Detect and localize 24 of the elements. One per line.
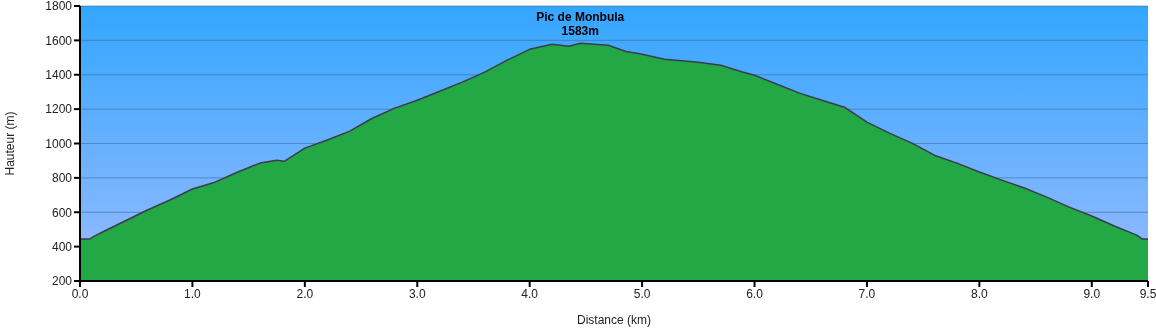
x-tick-label: 4.0 [521,286,539,301]
x-tick-label: 7.0 [858,286,876,301]
x-tick-label: 1.0 [184,286,202,301]
x-tick-label: 2.0 [296,286,314,301]
y-tick-label: 600 [51,205,73,220]
y-tick-label: 200 [51,274,73,289]
y-tick-label: 1200 [45,102,73,117]
x-tick-label: 8.0 [971,286,989,301]
x-axis-title: Distance (km) [576,313,652,327]
x-tick-label: 3.0 [408,286,426,301]
y-tick-label: 1800 [45,0,73,14]
x-tick-label: 5.0 [633,286,651,301]
y-axis-title: Hauteur (m) [3,111,18,176]
y-tick-label: 400 [51,239,73,254]
x-tick-label: 9.0 [1083,286,1101,301]
y-tick-label: 800 [51,171,73,186]
y-tick-label: 1000 [45,136,73,151]
x-tick-label: 0.0 [71,286,89,301]
x-tick-label: 9.5 [1139,286,1156,301]
x-tick-label: 6.0 [746,286,764,301]
annotation: 1583m [561,24,599,39]
y-tick-label: 1400 [45,68,73,83]
annotation: Pic de Monbula [536,10,625,25]
y-tick-label: 1600 [45,33,73,48]
